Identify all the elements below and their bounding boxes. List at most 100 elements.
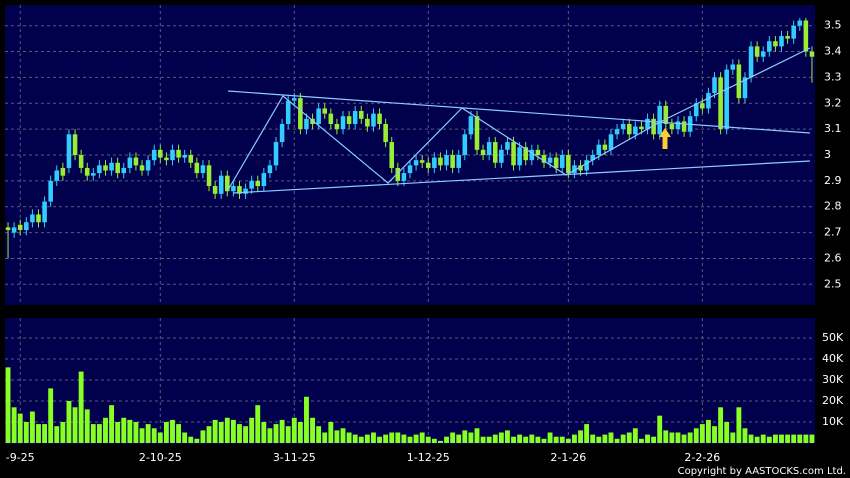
volume-bar bbox=[766, 436, 772, 443]
volume-bar bbox=[364, 434, 370, 443]
volume-bar bbox=[772, 434, 778, 443]
candle-body bbox=[267, 165, 273, 174]
candle-body bbox=[572, 165, 577, 174]
volume-bar bbox=[42, 424, 48, 443]
volume-bar bbox=[304, 396, 309, 443]
volume-bar bbox=[565, 438, 571, 443]
candle-body bbox=[511, 142, 516, 166]
candle-body bbox=[480, 149, 486, 155]
y-tick-label: 2.5 bbox=[824, 277, 842, 290]
trend-line bbox=[227, 90, 811, 134]
volume-bar bbox=[291, 417, 297, 443]
candle-body bbox=[377, 113, 382, 124]
volume-bar bbox=[559, 436, 565, 443]
candle-body bbox=[194, 162, 200, 174]
candle-body bbox=[523, 147, 528, 161]
volume-bar bbox=[157, 432, 163, 443]
volume-bar bbox=[188, 436, 194, 443]
candle-body bbox=[639, 126, 644, 130]
candle-body bbox=[785, 36, 790, 39]
volume-bar bbox=[511, 436, 516, 443]
candle-body bbox=[450, 155, 455, 168]
candle-body bbox=[273, 142, 279, 166]
candle-body bbox=[48, 180, 53, 202]
candle-body bbox=[72, 134, 78, 155]
candle-body bbox=[760, 51, 766, 57]
candle-body bbox=[103, 165, 108, 171]
volume-bar bbox=[505, 430, 510, 443]
candle-body bbox=[541, 155, 547, 163]
volume-bar bbox=[797, 434, 803, 443]
volume-bar bbox=[401, 434, 407, 443]
candle-body bbox=[419, 160, 425, 163]
candle-body bbox=[170, 149, 175, 161]
candle-body bbox=[182, 155, 187, 158]
candle-body bbox=[413, 160, 419, 166]
x-tick-label: 3-11-25 bbox=[273, 451, 316, 464]
candle-body bbox=[371, 113, 376, 127]
volume-bar bbox=[809, 434, 815, 443]
volume-bar bbox=[328, 421, 334, 443]
candle-body bbox=[553, 157, 559, 168]
candle-body bbox=[97, 165, 102, 174]
volume-bar bbox=[541, 438, 547, 443]
volume-bar bbox=[218, 421, 224, 443]
y-tick-label: 3.5 bbox=[824, 19, 842, 32]
candle-body bbox=[718, 77, 723, 130]
volume-bar bbox=[84, 409, 90, 443]
volume-bar bbox=[779, 434, 784, 443]
volume-bar bbox=[151, 428, 157, 443]
volume-bar bbox=[121, 417, 127, 443]
volume-bar bbox=[553, 436, 559, 443]
candle-body bbox=[663, 105, 669, 124]
candle-body bbox=[237, 186, 242, 194]
candle-body bbox=[261, 173, 267, 187]
volume-bar bbox=[523, 436, 529, 443]
volume-bar bbox=[444, 436, 449, 443]
candle-body bbox=[547, 157, 553, 163]
volume-bar bbox=[693, 428, 699, 443]
candle-body bbox=[779, 36, 784, 47]
y-tick-label: 3.1 bbox=[824, 122, 842, 135]
volume-bar bbox=[492, 434, 498, 443]
volume-bar bbox=[438, 440, 443, 443]
y-tick-label: 2.8 bbox=[824, 200, 842, 213]
volume-bar bbox=[724, 421, 730, 443]
candle-body bbox=[474, 116, 480, 150]
y-tick-label: 2.9 bbox=[824, 174, 842, 187]
candle-body bbox=[24, 222, 29, 230]
candle-body bbox=[791, 25, 796, 39]
candle-body bbox=[358, 111, 364, 119]
candle-body bbox=[255, 180, 261, 187]
candle-body bbox=[651, 118, 656, 135]
volume-bar bbox=[5, 367, 11, 443]
candle-body bbox=[809, 51, 815, 57]
candle-body bbox=[444, 155, 449, 166]
volume-bar bbox=[498, 432, 504, 443]
candle-body bbox=[206, 165, 212, 187]
candle-body bbox=[492, 142, 498, 163]
volume-panel bbox=[5, 318, 815, 444]
volume-bar bbox=[163, 421, 169, 443]
y-tick-label: 3 bbox=[824, 148, 831, 161]
volume-bar bbox=[109, 405, 115, 443]
volume-bar bbox=[736, 407, 742, 443]
volume-bar bbox=[791, 434, 797, 443]
volume-bar bbox=[261, 421, 267, 443]
volume-bar bbox=[285, 426, 291, 443]
candle-body bbox=[365, 118, 370, 127]
volume-bar bbox=[17, 413, 23, 443]
candle-body bbox=[42, 201, 47, 223]
candle-body bbox=[681, 121, 687, 132]
x-tick-label: 2-1-26 bbox=[550, 451, 586, 464]
volume-bar bbox=[614, 438, 620, 443]
trend-line bbox=[232, 160, 811, 194]
candle-body bbox=[389, 142, 395, 168]
volume-bar bbox=[96, 424, 102, 443]
candle-body bbox=[773, 41, 778, 47]
volume-bar bbox=[413, 434, 419, 443]
x-tick-label: -9-25 bbox=[6, 451, 35, 464]
candle-body bbox=[352, 111, 358, 124]
candle-body bbox=[292, 98, 297, 101]
candle-body bbox=[115, 162, 120, 174]
